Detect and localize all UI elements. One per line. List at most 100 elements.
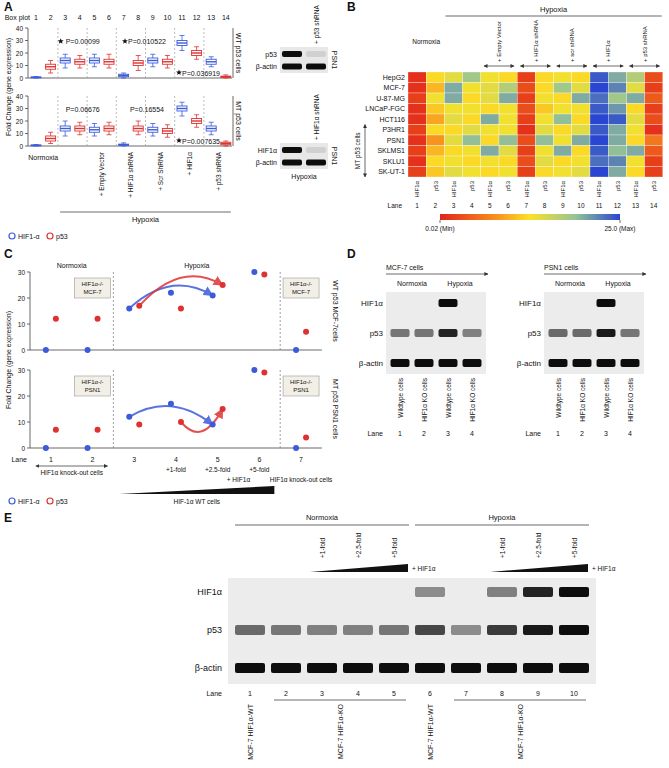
heat-cell	[499, 93, 517, 104]
band	[235, 663, 265, 673]
heat-cell	[535, 125, 553, 136]
color-bar	[440, 214, 620, 220]
heat-cell	[554, 167, 572, 178]
whisker-cap	[136, 134, 141, 135]
column-label: HIF1α KO cells	[469, 377, 476, 422]
group-label: + HIF1α shRNA	[127, 151, 134, 198]
heat-cell	[572, 146, 590, 157]
heat-cell	[608, 135, 626, 146]
band	[282, 147, 302, 153]
whisker-cap	[150, 54, 155, 55]
lane-number: 7	[464, 690, 468, 697]
heat-cell	[572, 156, 590, 167]
whisker-cap	[63, 54, 68, 55]
box	[206, 59, 216, 64]
panel-letter: C	[4, 247, 13, 261]
heat-cell	[408, 72, 426, 83]
column-label: p53	[469, 180, 475, 191]
box	[177, 106, 187, 111]
trend-arrow	[181, 409, 223, 432]
p-value: P=0.00099	[66, 38, 100, 45]
ko-label: HIF1α-/-	[81, 379, 103, 385]
heat-cell	[626, 167, 644, 178]
heat-cell	[463, 72, 481, 83]
heat-cell	[645, 135, 663, 146]
x-axis	[28, 146, 232, 147]
point	[95, 427, 101, 433]
band	[415, 329, 434, 337]
band	[439, 299, 458, 307]
heat-cell	[517, 93, 535, 104]
box	[31, 77, 41, 79]
heat-cell	[590, 72, 608, 83]
blot-row-label: HIF1α	[197, 587, 222, 597]
group-label: + Empty Vector	[496, 21, 502, 62]
heat-cell	[499, 167, 517, 178]
condition-label: Normoxia	[57, 262, 87, 269]
heat-cell	[481, 104, 499, 115]
median	[206, 128, 216, 129]
heat-cell	[444, 104, 462, 115]
y-tick	[27, 448, 30, 449]
point	[85, 445, 91, 451]
heat-cell	[535, 156, 553, 167]
group-separator	[174, 96, 175, 146]
row-bracket	[233, 96, 234, 146]
lane-number: 3	[320, 690, 324, 697]
lane-number: 5	[216, 456, 220, 463]
blot-row-label: p53	[207, 625, 222, 635]
trend-arrow	[139, 276, 222, 306]
plot-area	[43, 269, 309, 353]
row-label: HepG2	[383, 74, 405, 82]
heat-cell	[626, 114, 644, 125]
band	[282, 64, 302, 70]
heat-cell	[590, 104, 608, 115]
plot-area	[31, 102, 231, 146]
blot-row-label: p53	[528, 329, 542, 338]
dose-label: +2.5-fold	[355, 532, 362, 558]
treatment-label: + p53 shRNA	[313, 4, 321, 44]
box	[75, 59, 85, 64]
point	[178, 305, 184, 311]
lane-number: 8	[543, 202, 547, 209]
ko-label: HIF1α-/-	[81, 281, 103, 287]
column-label: MCF-7 HIF1α-KO	[337, 703, 344, 759]
region-separator	[280, 272, 281, 350]
column-label: HIF1α	[596, 180, 602, 197]
box	[221, 76, 231, 77]
group-label: + p53 shRNA	[215, 151, 223, 191]
point	[53, 316, 59, 322]
blot-row-label: β-actin	[256, 63, 277, 71]
gradient-label: HIF-1α WT cells	[173, 498, 220, 505]
lane-number: 2	[422, 430, 426, 437]
box-number: 13	[207, 14, 215, 21]
lane-number: 3	[446, 430, 450, 437]
lane-number: 1	[49, 456, 53, 463]
heat-cell	[408, 167, 426, 178]
heat-cell	[572, 93, 590, 104]
heat-cell	[608, 156, 626, 167]
row-label: SKLMS1	[377, 147, 405, 154]
heat-cell	[426, 146, 444, 157]
band	[306, 147, 326, 153]
band	[597, 359, 616, 367]
whisker-cap	[107, 68, 112, 69]
panel-letter: E	[4, 511, 12, 525]
region-separator	[280, 370, 281, 448]
heat-cell	[572, 135, 590, 146]
blot-row-label: HIF1α	[519, 299, 541, 308]
band	[549, 299, 568, 307]
point	[220, 406, 226, 412]
column-label: MCF-7 HIF1α-WT	[427, 703, 434, 759]
band	[307, 663, 337, 673]
p-value: P=0.010522	[128, 38, 166, 45]
point	[251, 367, 257, 373]
condition-bracket	[415, 525, 589, 526]
x-annotation: +1-fold	[166, 466, 186, 473]
row-label: SKLU1	[383, 158, 405, 165]
median	[206, 61, 216, 62]
median	[162, 130, 172, 131]
row-label: SK-UT-1	[378, 168, 405, 175]
ko-label: MCF-7	[83, 289, 102, 295]
heat-cell	[590, 146, 608, 157]
